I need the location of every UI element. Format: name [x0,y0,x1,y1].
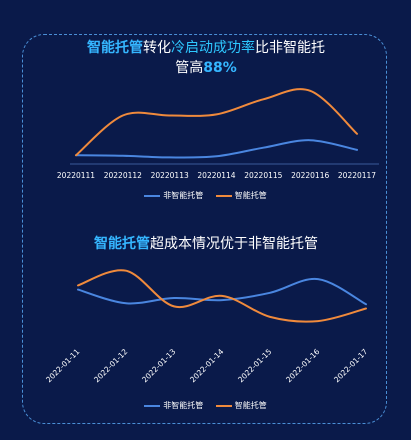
chart1-x-tick-label: 20220115 [244,171,282,180]
title1-part3: 冷启动成功率 [171,40,255,56]
chart2-x-tick-label: 2022-01-16 [284,347,321,384]
chart2-x-tick-label: 2022-01-13 [140,347,177,384]
chart1-x-tick-label: 20220116 [291,171,329,180]
title1-line2b: 88% [203,60,237,76]
chart1-x-tick-label: 20220117 [338,171,376,180]
chart1-x-tick-label: 20220113 [151,171,189,180]
chart2-x-tick-label: 2022-01-14 [188,347,225,384]
legend2-label-a: 非智能托管 [163,401,204,410]
legend1-swatch-b [215,194,232,197]
legend2-label-b: 智能托管 [234,401,267,410]
chart1-title: 智能托管转化冷启动成功率比非智能托 管高88% [36,38,376,78]
chart1-x-tick-label: 20220111 [57,171,95,180]
legend2-swatch-a [144,404,161,407]
chart1-legend: 非智能托管 智能托管 [0,191,411,201]
chart1-series-line-non-smart [75,139,358,159]
title2-part1: 智能托管 [94,236,150,252]
chart2-title: 智能托管超成本情况优于非智能托管 [36,234,376,254]
chart2-series-line-non-smart [77,277,367,306]
title2-part2: 超成本情况优于非智能托管 [150,236,318,252]
title1-part2: 转化 [143,40,171,56]
legend2-item-b[interactable]: 智能托管 [215,401,267,410]
chart1-series-line-smart [75,88,358,157]
chart2-x-tick-label: 2022-01-11 [44,347,81,384]
chart1-x-tick-label: 20220114 [197,171,235,180]
title1-part1: 智能托管 [87,40,143,56]
chart2-legend: 非智能托管 智能托管 [0,401,411,411]
chart2-x-tick-label: 2022-01-17 [332,347,369,384]
legend1-swatch-a [144,194,161,197]
dashed-frame [22,34,387,424]
chart2-series-line-smart [77,269,367,323]
title1-part4: 比非智能托 [255,40,325,56]
legend1-item-b[interactable]: 智能托管 [215,191,267,200]
chart2-x-tick-label: 2022-01-12 [92,347,129,384]
chart1-x-tick-label: 20220112 [104,171,142,180]
chart2-x-tick-label: 2022-01-15 [236,347,273,384]
legend2-item-a[interactable]: 非智能托管 [144,401,203,410]
title1-line2a: 管高 [175,60,204,76]
legend1-label-b: 智能托管 [234,191,267,200]
legend2-swatch-b [215,404,232,407]
legend1-label-a: 非智能托管 [163,191,204,200]
legend1-item-a[interactable]: 非智能托管 [144,191,203,200]
